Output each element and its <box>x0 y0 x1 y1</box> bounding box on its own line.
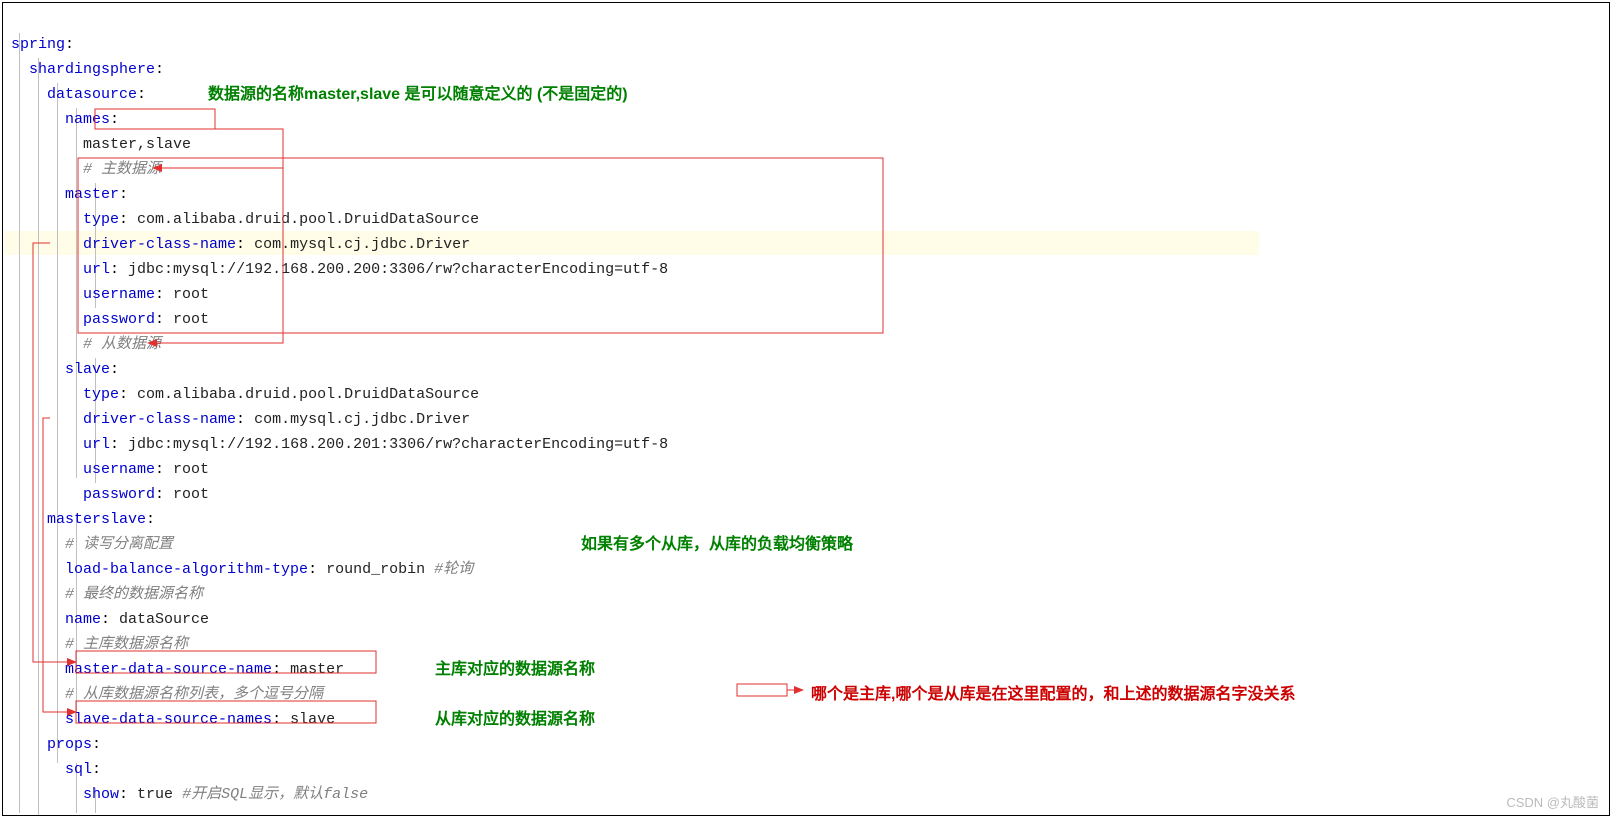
key-sql: sql <box>65 761 92 778</box>
key-url: url <box>83 261 110 278</box>
key-sdsn: slave-data-source-names <box>65 711 272 728</box>
annotation-slave-name: 从库对应的数据源名称 <box>435 705 595 729</box>
key-shardingsphere: shardingsphere <box>29 61 155 78</box>
key-mdsn: master-data-source-name <box>65 661 272 678</box>
val-names: master,slave <box>83 136 191 153</box>
annotation-which-is-master: 哪个是主库,哪个是从库是在这里配置的，和上述的数据源名字没关系 <box>811 680 1295 704</box>
comment-rw: # 读写分离配置 <box>65 536 173 553</box>
code-panel: spring: shardingsphere: datasource: name… <box>2 2 1610 816</box>
key-datasource: datasource <box>47 86 137 103</box>
key-master: master <box>65 186 119 203</box>
key-props: props <box>47 736 92 753</box>
comment-slave-list: # 从库数据源名称列表，多个逗号分隔 <box>65 686 323 703</box>
watermark: CSDN @丸酸菌 <box>1506 792 1599 811</box>
key-driver: driver-class-name <box>83 236 236 253</box>
key-names: names <box>65 111 110 128</box>
key-masterslave: masterslave <box>47 511 146 528</box>
key-show: show <box>83 786 119 803</box>
comment-final: # 最终的数据源名称 <box>65 586 203 603</box>
comment-master-name: # 主库数据源名称 <box>65 636 188 653</box>
key-type: type <box>83 211 119 228</box>
key-name: name <box>65 611 101 628</box>
key-password: password <box>83 311 155 328</box>
yaml-code: spring: shardingsphere: datasource: name… <box>3 3 1609 816</box>
comment-slave-ds: # 从数据源 <box>83 336 161 353</box>
comment-master-ds: # 主数据源 <box>83 161 161 178</box>
annotation-master-name: 主库对应的数据源名称 <box>435 655 595 679</box>
annotation-names: 数据源的名称master,slave 是可以随意定义的 (不是固定的) <box>208 80 628 104</box>
annotation-load-balance: 如果有多个从库，从库的负载均衡策略 <box>581 530 853 554</box>
key-spring: spring <box>11 36 65 53</box>
key-lba: load-balance-algorithm-type <box>65 561 308 578</box>
key-slave: slave <box>65 361 110 378</box>
key-username: username <box>83 286 155 303</box>
